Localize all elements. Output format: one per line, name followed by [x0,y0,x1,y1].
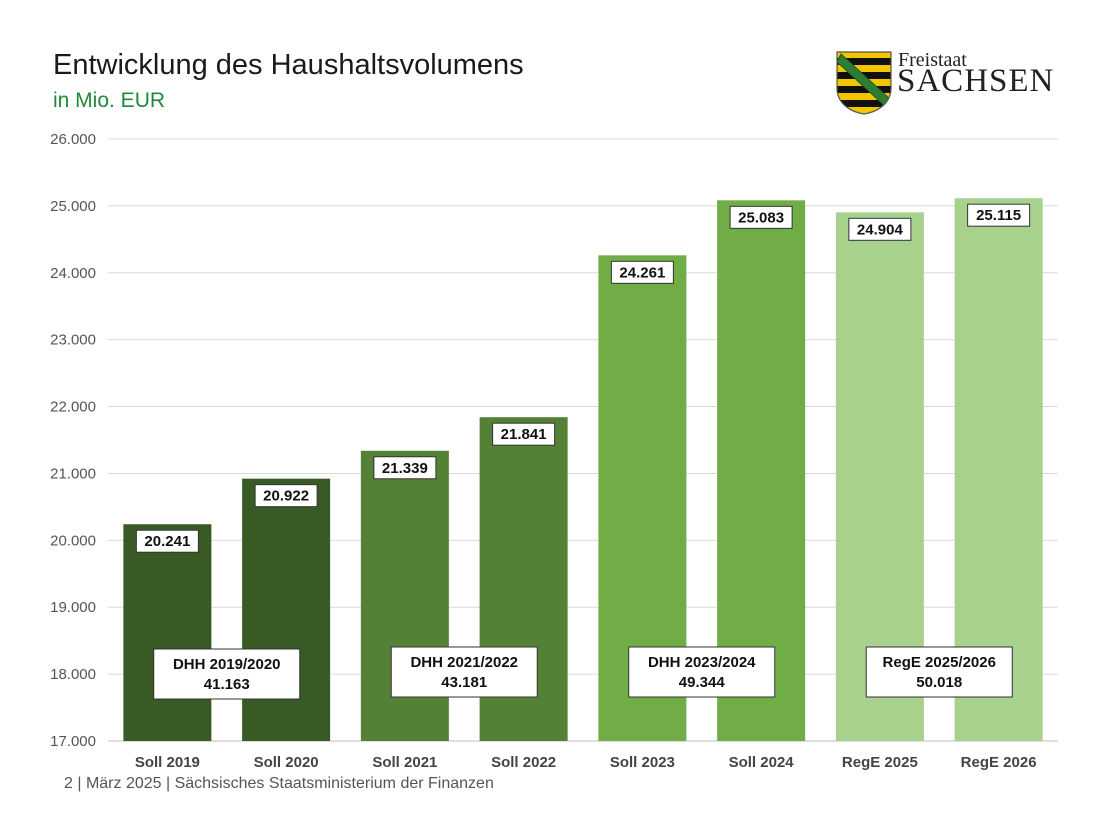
y-tick-label: 17.000 [50,733,96,750]
y-tick-label: 22.000 [50,399,96,416]
svg-text:25.083: 25.083 [738,209,784,226]
svg-text:24.904: 24.904 [857,221,904,238]
value-label: 24.261 [610,260,674,284]
logo-text-freistaat: Freistaat [898,49,967,71]
group-label: RegE 2025/2026 [883,654,996,671]
group-total: 43.181 [441,674,487,691]
value-labels: 20.241 20.922 21.339 21.841 24.261 25.083 24.9… [135,203,1031,553]
y-tick-label: 25.000 [50,198,96,215]
group-box: DHH 2019/2020 41.163 [153,648,301,700]
value-label: 21.841 [492,422,556,446]
value-label: 20.241 [135,529,199,553]
x-tick-label: RegE 2026 [961,754,1037,771]
svg-text:21.841: 21.841 [501,426,547,443]
value-label: 25.115 [967,203,1031,227]
bar [242,478,331,741]
x-tick-label: RegE 2025 [842,754,918,771]
svg-text:25.115: 25.115 [976,207,1021,224]
group-label: DHH 2019/2020 [173,656,281,673]
y-axis-ticks: 17.000 18.000 19.000 20.000 21.000 22.000 23.0… [50,131,96,750]
y-tick-label: 18.000 [50,666,96,683]
x-tick-label: Soll 2022 [491,754,556,771]
x-tick-label: Soll 2023 [610,754,675,771]
group-box: DHH 2023/2024 49.344 [628,646,776,698]
y-tick-label: 26.000 [50,131,96,148]
group-total: 50.018 [916,674,962,691]
logo-text-sachsen: SACHSEN [897,63,1055,99]
page-title: Entwicklung des Haushaltsvolumens [53,49,524,81]
group-label: DHH 2023/2024 [648,654,756,671]
value-label: 24.904 [848,217,912,241]
svg-text:24.261: 24.261 [619,264,665,281]
svg-text:21.339: 21.339 [382,460,428,477]
x-tick-label: Soll 2019 [135,754,200,771]
x-axis-labels: Soll 2019 Soll 2020 Soll 2021 Soll 2022 Soll… [135,754,1037,771]
x-tick-label: Soll 2020 [254,754,319,771]
y-tick-label: 20.000 [50,532,96,549]
svg-text:20.241: 20.241 [144,533,190,550]
value-label: 21.339 [373,456,437,480]
group-box: DHH 2021/2022 43.181 [390,646,538,698]
group-box: RegE 2025/2026 50.018 [865,646,1013,698]
y-tick-label: 24.000 [50,265,96,282]
group-label: DHH 2021/2022 [410,654,518,671]
x-tick-label: Soll 2024 [729,754,795,771]
x-tick-label: Soll 2021 [372,754,437,771]
saxony-coat-of-arms-logo [836,51,892,115]
group-total: 41.163 [204,676,250,693]
group-total: 49.344 [679,674,726,691]
value-label: 25.083 [729,205,793,229]
svg-text:20.922: 20.922 [263,488,309,505]
y-tick-label: 23.000 [50,332,96,349]
y-tick-label: 19.000 [50,599,96,616]
footer-text: 2 | März 2025 | Sächsisches Staatsminist… [64,775,494,792]
value-label: 20.922 [254,484,318,508]
bar [123,524,212,741]
y-tick-label: 21.000 [50,465,96,482]
page-subtitle: in Mio. EUR [53,89,166,112]
